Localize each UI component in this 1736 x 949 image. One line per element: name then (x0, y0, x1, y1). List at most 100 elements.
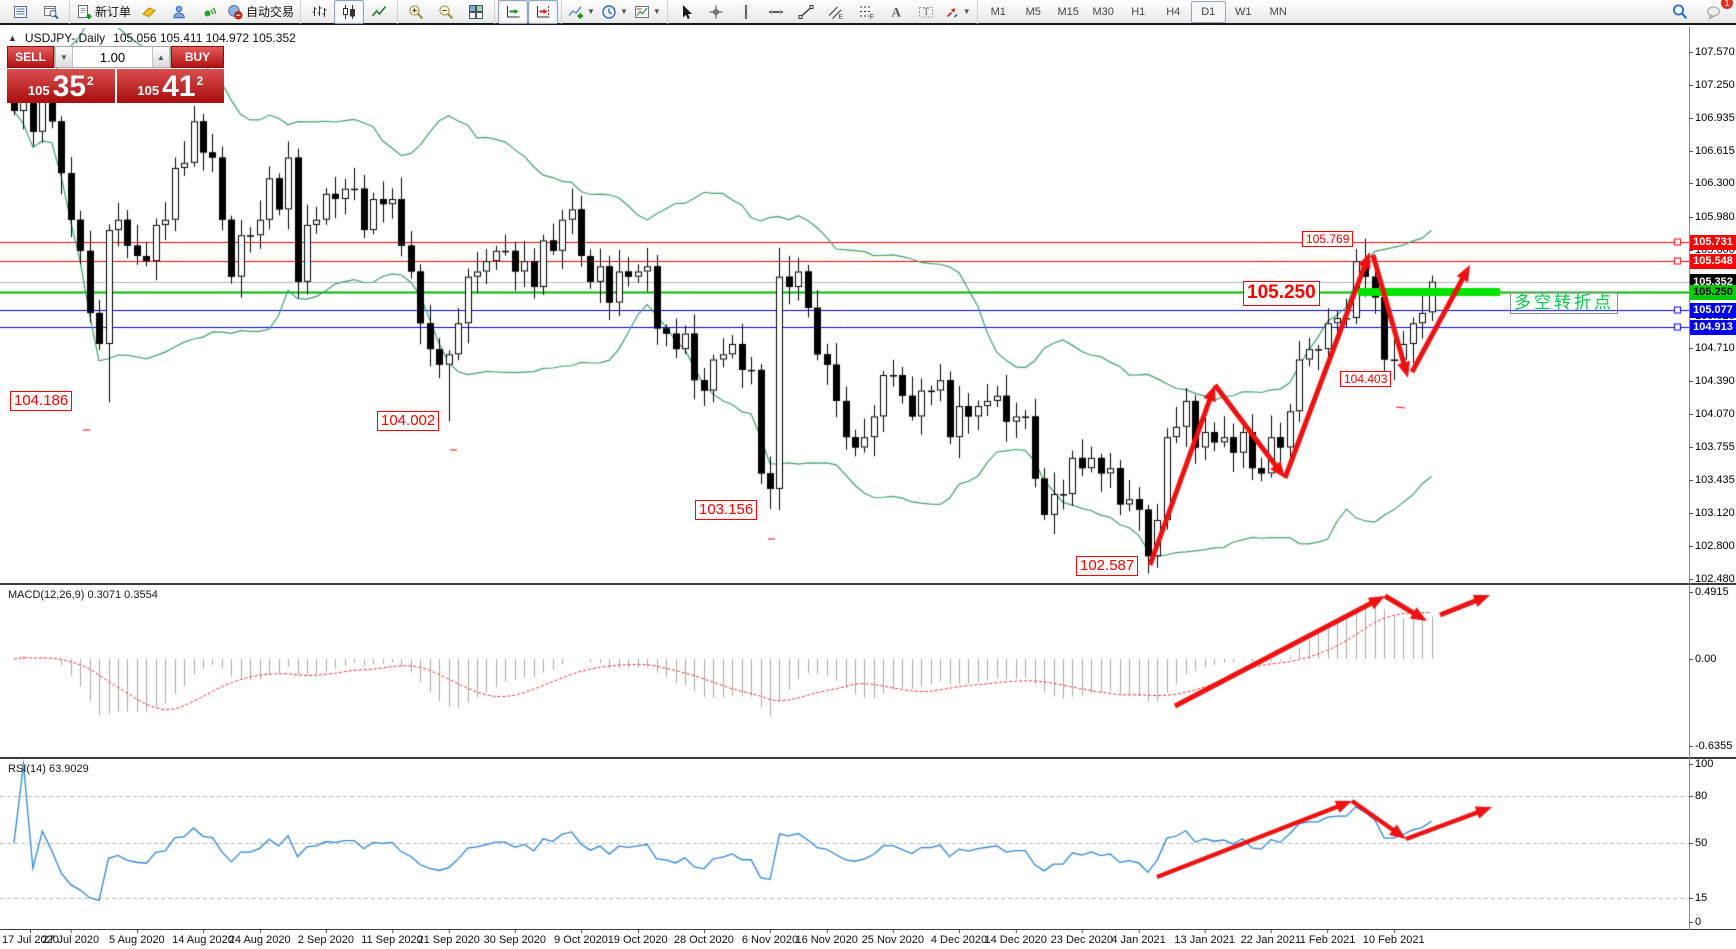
macd-panel-canvas[interactable] (0, 585, 1689, 757)
fibonacci-button[interactable]: F (851, 0, 881, 24)
main-chart-canvas[interactable] (0, 28, 1689, 583)
buy-price-display[interactable]: 105 41 2 (116, 69, 224, 103)
volume-input[interactable]: 1.00 (73, 47, 152, 67)
equidistant-channel-button[interactable]: E (821, 0, 851, 24)
zoom-out-icon (438, 4, 454, 20)
macd-axis-tick: 0.4915 (1689, 586, 1729, 599)
volume-decrease-button[interactable]: ▼ (55, 47, 73, 67)
price-callout-102587[interactable]: 102.587 (1076, 556, 1139, 576)
chevron-down-icon[interactable]: ▼ (587, 6, 595, 16)
date-axis-label: 27 Jul 2020 (42, 930, 100, 946)
toolbar-group (3, 0, 69, 24)
date-axis-label: 14 Aug 2020 (172, 930, 234, 946)
vertical-line-button[interactable] (731, 0, 761, 24)
zoom-in-icon (408, 4, 424, 20)
periods-button[interactable]: ▼ (598, 0, 631, 24)
chart-shift-button[interactable] (528, 0, 559, 24)
timeframe-button-M30[interactable]: M30 (1092, 5, 1114, 18)
autotrading-button[interactable]: 自动交易 (224, 0, 297, 24)
timeframe-button-M5[interactable]: M5 (1025, 5, 1041, 18)
timeframe-button-M1[interactable]: M1 (990, 5, 1006, 18)
rsi-panel-canvas[interactable] (0, 759, 1689, 929)
market-watch-button[interactable] (6, 0, 36, 24)
date-axis-label: 1 Feb 2021 (1299, 930, 1356, 946)
metaeditor-button[interactable] (134, 0, 164, 24)
market-watch-icon (13, 4, 29, 20)
price-marker-105077: 105.077 (1690, 302, 1736, 318)
chevron-down-icon[interactable]: ▼ (619, 6, 628, 16)
price-callout-104002[interactable]: 104.002 (377, 411, 440, 431)
price-axis-tick: 103.120 (1689, 506, 1735, 519)
toolbar-group (494, 0, 561, 24)
crosshair-button[interactable] (701, 0, 731, 24)
trendline-button[interactable] (791, 0, 821, 24)
new-order-button[interactable]: 新订单 (73, 0, 134, 24)
text-button[interactable]: A (881, 0, 911, 24)
timeframe-button-MN[interactable]: MN (1269, 5, 1287, 18)
zoom-in-button[interactable] (401, 0, 431, 24)
turning-point-text[interactable]: 多空转折点 (1510, 292, 1618, 315)
timeframe-button-H1[interactable]: H1 (1131, 5, 1146, 18)
price-axis-tick: 102.800 (1689, 539, 1735, 552)
panel-separator[interactable] (0, 757, 1736, 759)
price-axis-tick: 104.390 (1689, 375, 1735, 388)
price-callout-104186[interactable]: 104.186 (10, 391, 73, 411)
date-axis-label: 13 Jan 2021 (1174, 930, 1235, 946)
line-chart-button[interactable] (364, 0, 394, 24)
indicators-icon (568, 4, 584, 20)
collapse-panel-icon[interactable]: ▲ (8, 33, 17, 43)
community-button[interactable] (164, 0, 194, 24)
search-button[interactable] (1665, 0, 1695, 24)
signals-button[interactable] (194, 0, 224, 24)
sell-price-display[interactable]: 105 35 2 (7, 69, 115, 103)
indicators-button[interactable]: ▼ (565, 0, 598, 24)
buy-button[interactable]: BUY (171, 46, 224, 68)
toolbar-right: 1 (1665, 0, 1733, 24)
vertical-line-icon (738, 4, 754, 20)
line-chart-icon (371, 4, 387, 20)
text-label-button[interactable]: T (911, 0, 941, 24)
price-marker-105548: 105.548 (1690, 253, 1736, 269)
trendline-icon (798, 4, 814, 20)
sell-price-pipette: 2 (86, 74, 94, 88)
horizontal-line-button[interactable] (761, 0, 791, 24)
sell-button[interactable]: SELL (7, 46, 54, 68)
one-click-trading-panel: SELL ▼ 1.00 ▲ BUY 105 35 2 105 41 2 (7, 46, 224, 103)
price-axis-tick: 104.710 (1689, 342, 1735, 355)
chevron-down-icon[interactable]: ▼ (962, 6, 971, 16)
date-axis-label: 11 Sep 2020 (361, 930, 423, 946)
bars-chart-button[interactable] (304, 0, 334, 24)
arrows-icon (944, 4, 960, 20)
price-callout-104403[interactable]: 104.403 (1340, 371, 1392, 388)
new-order-icon (76, 4, 92, 20)
timeframe-button-M15[interactable]: M15 (1057, 5, 1079, 18)
crosshair-icon (708, 4, 724, 20)
templates-button[interactable]: ▼ (631, 0, 664, 24)
timeframe-button-D1[interactable]: D1 (1190, 0, 1226, 23)
auto-scroll-button[interactable] (498, 0, 529, 24)
data-window-button[interactable] (36, 0, 66, 24)
date-axis-label: 5 Aug 2020 (109, 930, 165, 946)
price-axis-tick: 104.070 (1689, 408, 1735, 421)
cursor-icon (678, 4, 694, 20)
arrows-button[interactable]: ▼ (941, 0, 974, 24)
cursor-button[interactable] (671, 0, 701, 24)
zoom-out-button[interactable] (431, 0, 461, 24)
chevron-down-icon[interactable]: ▼ (652, 6, 661, 16)
toolbar-group (300, 0, 397, 24)
key-level-label-105250[interactable]: 105.250 (1243, 281, 1320, 306)
text-label-icon: T (918, 4, 934, 20)
buy-price-main: 41 (162, 70, 196, 103)
volume-increase-button[interactable]: ▲ (152, 47, 170, 67)
tile-windows-button[interactable] (461, 0, 491, 24)
price-callout-105769[interactable]: 105.769 (1302, 231, 1354, 248)
price-callout-103156[interactable]: 103.156 (695, 500, 758, 520)
price-marker-105731: 105.731 (1690, 234, 1736, 250)
price-axis-tick: 106.935 (1689, 111, 1735, 124)
candles-chart-button[interactable] (334, 0, 365, 24)
tile-windows-icon (468, 4, 484, 20)
panel-separator[interactable] (0, 583, 1736, 585)
notifications-button[interactable]: 1 (1699, 0, 1733, 24)
timeframe-button-W1[interactable]: W1 (1234, 5, 1252, 18)
timeframe-button-H4[interactable]: H4 (1166, 5, 1181, 18)
